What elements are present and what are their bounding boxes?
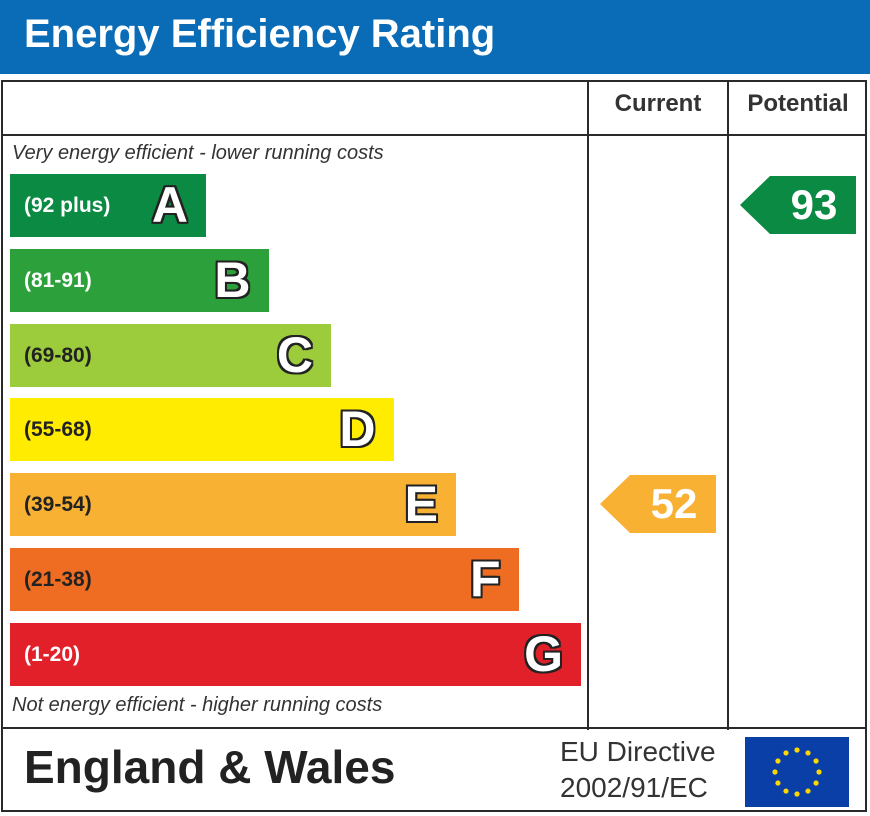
- band-letter: C: [276, 326, 313, 383]
- column-header-potential: Potential: [747, 90, 849, 117]
- divider-potential: [727, 80, 729, 730]
- eu-star-icon: [783, 788, 789, 794]
- band-e: (39-54) E: [10, 473, 456, 537]
- potential-rating-value: 93: [790, 181, 838, 228]
- band-range-label: (21-38): [24, 568, 92, 591]
- band-f: (21-38) F: [10, 548, 519, 611]
- eu-directive-label: EU Directive: [560, 736, 716, 767]
- band-letter: A: [151, 177, 188, 233]
- rating-frame: [1, 80, 867, 812]
- note-not-efficient: Not energy efficient - higher running co…: [12, 694, 383, 716]
- column-header-current: Current: [614, 90, 702, 117]
- header-divider: [1, 134, 867, 136]
- eu-star-icon: [775, 758, 781, 764]
- potential-rating-arrow: 93: [740, 176, 856, 234]
- band-letter: F: [469, 551, 501, 607]
- divider-current: [587, 80, 589, 730]
- band-c: (69-80) C: [10, 323, 331, 387]
- band-a: (92 plus) A: [10, 174, 206, 237]
- band-letter: G: [524, 625, 563, 682]
- eu-star-icon: [805, 788, 811, 794]
- eu-star-icon: [813, 780, 819, 786]
- band-g: (1-20) G: [10, 622, 581, 686]
- band-range-label: (1-20): [24, 642, 81, 666]
- footer-divider: [1, 727, 867, 729]
- band-range-label: (55-68): [24, 418, 92, 442]
- eu-star-icon: [794, 791, 800, 797]
- eu-star-icon: [813, 758, 819, 764]
- band-letter: E: [404, 476, 438, 533]
- eu-flag-icon: [745, 737, 849, 807]
- arrow-potential-shape: [740, 176, 856, 234]
- note-very-efficient: Very energy efficient - lower running co…: [12, 142, 384, 164]
- eu-star-icon: [794, 747, 800, 753]
- current-rating-arrow: 52: [600, 475, 716, 534]
- band-d: (55-68) D: [10, 398, 394, 462]
- eu-star-icon: [783, 750, 789, 756]
- band-range-label: (92 plus): [24, 194, 111, 217]
- arrow-current-shape: [600, 475, 716, 534]
- header-bar: Energy Efficiency Rating: [0, 0, 870, 74]
- eu-star-icon: [772, 769, 778, 775]
- band-b: (81-91) B: [10, 248, 269, 312]
- band-letter: B: [214, 251, 251, 308]
- eu-star-icon: [816, 769, 822, 775]
- eu-directive-number: 2002/91/EC: [560, 772, 708, 803]
- region-label: England & Wales: [24, 741, 396, 793]
- band-range-label: (39-54): [24, 493, 92, 517]
- band-letter: D: [339, 401, 376, 458]
- eu-star-icon: [805, 750, 811, 756]
- band-range-label: (81-91): [24, 268, 92, 292]
- eu-star-icon: [775, 780, 781, 786]
- page-title: Energy Efficiency Rating: [24, 12, 496, 56]
- band-range-label: (69-80): [24, 343, 92, 367]
- current-rating-value: 52: [650, 480, 698, 528]
